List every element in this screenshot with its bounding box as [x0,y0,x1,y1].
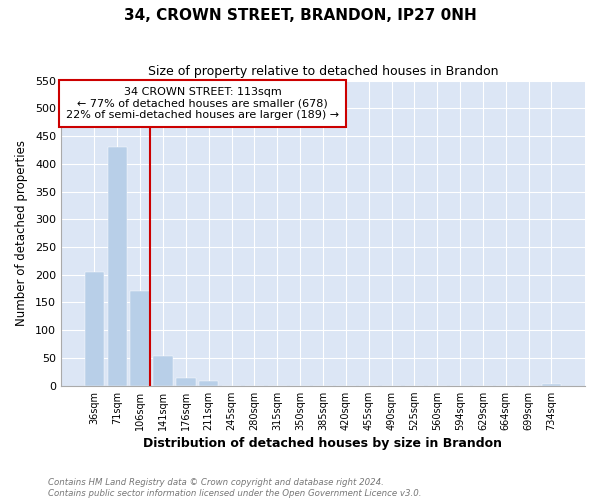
Bar [199,380,218,386]
Title: Size of property relative to detached houses in Brandon: Size of property relative to detached ho… [148,65,498,78]
Y-axis label: Number of detached properties: Number of detached properties [15,140,28,326]
Bar [154,356,173,386]
Text: 34, CROWN STREET, BRANDON, IP27 0NH: 34, CROWN STREET, BRANDON, IP27 0NH [124,8,476,22]
Bar [85,272,104,386]
Bar [176,378,196,386]
Bar [130,292,150,386]
Text: Contains HM Land Registry data © Crown copyright and database right 2024.
Contai: Contains HM Land Registry data © Crown c… [48,478,421,498]
Bar [107,147,127,386]
Text: 34 CROWN STREET: 113sqm
← 77% of detached houses are smaller (678)
22% of semi-d: 34 CROWN STREET: 113sqm ← 77% of detache… [66,86,339,120]
Bar [542,384,561,386]
X-axis label: Distribution of detached houses by size in Brandon: Distribution of detached houses by size … [143,437,502,450]
